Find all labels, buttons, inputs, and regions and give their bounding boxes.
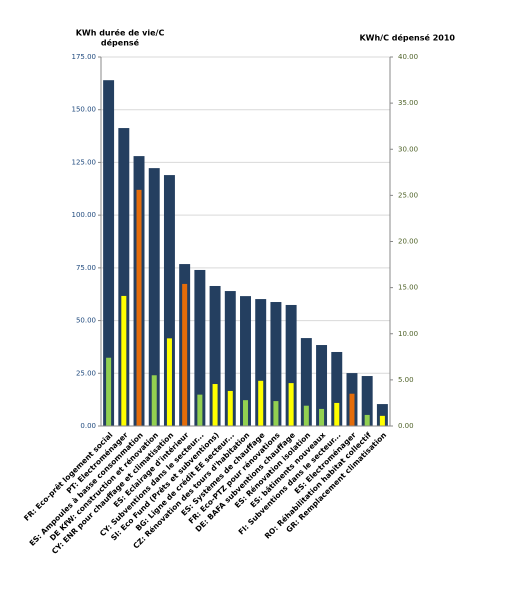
y-tick-label: 125.00 [72, 158, 97, 166]
bar [270, 302, 282, 426]
y-axis-title: dépensé [101, 38, 140, 48]
y2-axis-title: KWh/C dépensé 2010 [359, 33, 455, 43]
bar [121, 295, 127, 426]
bar [273, 401, 279, 426]
y-axis-title: KWh durée de vie/C [76, 28, 165, 38]
bar [197, 394, 203, 426]
y-tick-label: 0.00 [80, 422, 96, 430]
bar [118, 128, 130, 427]
bar [209, 285, 221, 426]
bar [303, 405, 309, 426]
bar [227, 390, 233, 426]
y2-tick-label: 25.00 [398, 191, 418, 199]
bar [103, 80, 115, 427]
bar [331, 351, 343, 426]
y-tick-label: 150.00 [72, 106, 97, 114]
y2-tick-label: 15.00 [398, 284, 418, 292]
y2-tick-label: 10.00 [398, 330, 418, 338]
bar [258, 380, 264, 426]
bar [364, 414, 370, 426]
bar [224, 291, 236, 426]
bar [212, 384, 218, 426]
y-tick-label: 25.00 [76, 369, 96, 377]
bar [106, 357, 112, 426]
bar [376, 404, 388, 426]
y-tick-label: 175.00 [72, 53, 97, 61]
bar [166, 338, 172, 426]
bar [148, 168, 160, 427]
bar [182, 283, 188, 426]
bar [300, 338, 312, 426]
y-tick-label: 75.00 [76, 264, 96, 272]
bar [285, 304, 297, 426]
bar [163, 175, 175, 426]
y2-tick-label: 30.00 [398, 145, 418, 153]
y2-tick-label: 40.00 [398, 53, 418, 61]
y2-tick-label: 5.00 [398, 376, 414, 384]
bar [194, 269, 206, 426]
bar [242, 400, 249, 426]
bar [334, 402, 340, 426]
y2-tick-label: 35.00 [398, 99, 418, 107]
bar [288, 383, 294, 426]
y2-tick-label: 0.00 [398, 422, 414, 430]
bar [379, 415, 385, 426]
y2-tick-label: 20.00 [398, 238, 418, 246]
y-tick-label: 50.00 [76, 317, 96, 325]
bar [319, 408, 325, 426]
bar [255, 299, 267, 426]
bar [316, 345, 328, 426]
bar [151, 375, 157, 426]
bar [361, 376, 373, 426]
bar [240, 296, 251, 426]
bar [136, 189, 142, 426]
bar [349, 393, 355, 426]
y-tick-label: 100.00 [72, 211, 97, 219]
